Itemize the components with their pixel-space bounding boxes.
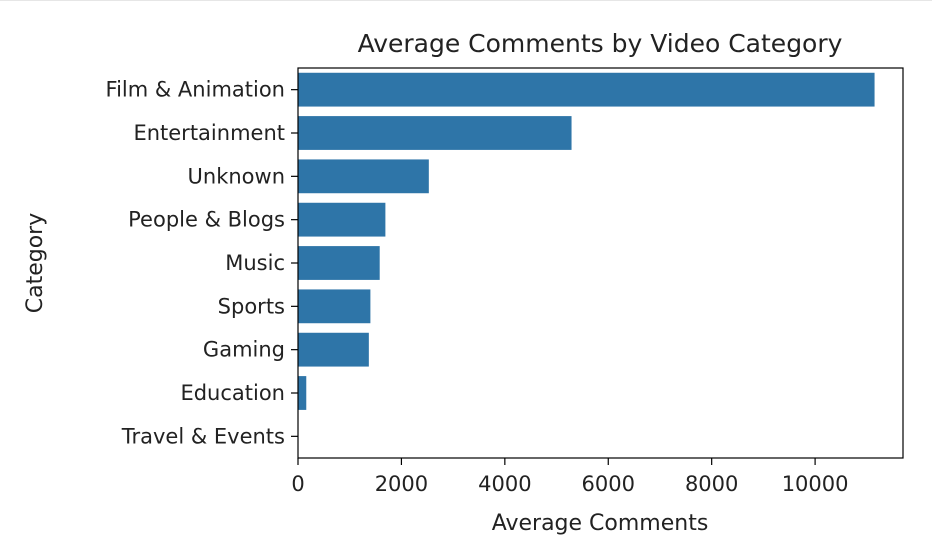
x-tick-label: 0: [291, 472, 304, 496]
x-tick-label: 8000: [685, 472, 738, 496]
bar-music: [298, 246, 380, 280]
bar-entertainment: [298, 116, 572, 150]
y-axis-ticks: Film & Animation Entertainment Unknown Peop…: [106, 78, 298, 448]
y-tick-label: Music: [225, 251, 285, 275]
bar-education: [298, 376, 307, 410]
y-tick-label: Unknown: [188, 164, 285, 188]
y-axis-label: Category: [23, 213, 48, 314]
x-axis-ticks: 0 2000 4000 6000 8000 10000: [291, 458, 849, 496]
x-tick-label: 6000: [582, 472, 635, 496]
bar-gaming: [298, 332, 369, 367]
bar-people-and-blogs: [298, 202, 386, 237]
y-tick-label: Gaming: [203, 338, 285, 362]
bar-film-and-animation: [298, 72, 875, 107]
y-tick-label: Sports: [218, 294, 285, 318]
cell-top-rule: [0, 0, 932, 1]
x-tick-label: 10000: [782, 472, 849, 496]
y-tick-label: Film & Animation: [106, 78, 285, 102]
bars-group: [298, 72, 875, 410]
bar-sports: [298, 289, 371, 324]
y-tick-label: People & Blogs: [128, 208, 285, 232]
plot-frame: [297, 67, 904, 459]
x-tick-label: 2000: [375, 472, 428, 496]
bar-unknown: [298, 159, 429, 194]
chart-title: Average Comments by Video Category: [358, 29, 843, 58]
x-tick-label: 4000: [478, 472, 531, 496]
y-tick-label: Travel & Events: [121, 424, 285, 448]
y-tick-label: Entertainment: [133, 121, 285, 145]
y-tick-label: Education: [180, 381, 285, 405]
x-axis-label: Average Comments: [492, 511, 709, 536]
